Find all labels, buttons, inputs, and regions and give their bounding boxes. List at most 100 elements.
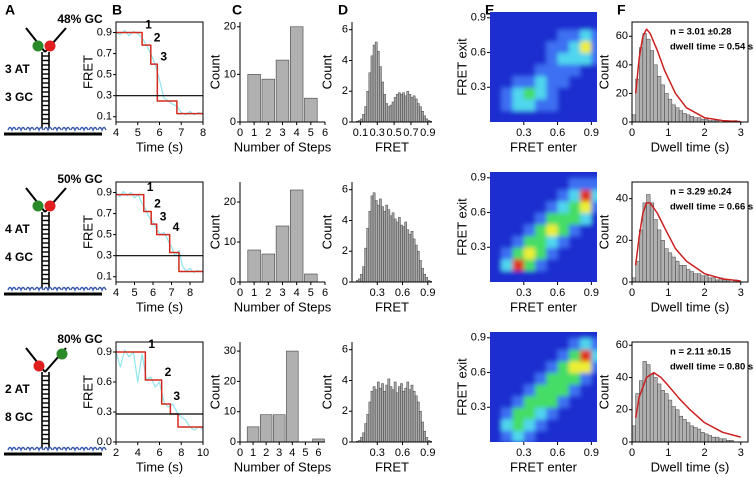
heatmap-cell: [568, 235, 581, 248]
y-tick-label: 0.9: [471, 12, 486, 24]
heatmap-cell: [501, 29, 514, 42]
heatmap-cell: [501, 189, 514, 202]
heatmap-cell: [546, 189, 559, 202]
x-tick-label: 8: [178, 447, 184, 459]
heatmap-cell: [546, 172, 559, 179]
histogram-bar: [387, 378, 391, 442]
histogram-bar: [414, 244, 418, 282]
y-axis-label: Count: [596, 374, 611, 409]
histogram-bar: [642, 202, 647, 282]
axes-frame: [631, 21, 749, 123]
heatmap-cell: [591, 52, 597, 65]
heatmap-cell: [501, 247, 514, 260]
heatmap-cell: [512, 17, 525, 30]
histogram-bar: [660, 390, 665, 442]
heatmap-cell: [591, 64, 597, 77]
heatmap-cell: [490, 247, 502, 260]
heatmap-cell: [535, 418, 547, 431]
histogram-bar: [372, 44, 376, 122]
step-label: 1: [145, 18, 152, 32]
x-tick-label: 1: [251, 287, 257, 299]
heatmap-cell: [580, 172, 592, 179]
dye-green: [32, 200, 44, 212]
heatmap-cell: [568, 110, 581, 122]
x-tick-label: 0.5: [386, 127, 401, 139]
histogram-bar: [379, 66, 382, 122]
histogram-bar: [385, 384, 389, 442]
heatmap-cell: [523, 247, 536, 260]
heatmap-cell: [557, 98, 570, 111]
y-tick-label: 10: [224, 68, 236, 80]
at-pairs: 3 AT: [5, 62, 30, 76]
heatmap-cell: [501, 200, 514, 214]
step-label: 3: [160, 49, 167, 63]
x-tick-label: 5: [302, 447, 308, 459]
heatmap-cell: [523, 17, 536, 30]
y-tick-label: 0.6: [97, 376, 112, 388]
step-label: 2: [154, 30, 161, 44]
heatmap-cell: [523, 98, 536, 111]
heatmap-cell: [568, 212, 581, 225]
plot-area: [246, 350, 325, 442]
y-tick-label: 20: [616, 404, 628, 416]
y-axis-label: Count: [596, 54, 611, 89]
x-axis-label: FRET enter: [510, 139, 578, 154]
heatmap-cell: [512, 349, 525, 362]
surface-protein: [34, 126, 44, 132]
histogram-bar: [649, 374, 654, 442]
surface-protein: [16, 446, 26, 452]
panel-label: A: [5, 2, 15, 18]
heatmap-cell: [535, 40, 547, 54]
x-tick-label: 0: [237, 287, 243, 299]
y-tick-label: 2: [342, 245, 348, 257]
step-label: 3: [160, 209, 167, 223]
plot-area: [247, 189, 318, 282]
heatmap-cell: [501, 40, 514, 54]
x-tick-label: 0.9: [584, 287, 599, 299]
histogram-bar: [682, 419, 687, 442]
histogram-bar: [395, 392, 399, 442]
heatmap-cell: [490, 12, 502, 19]
heatmap-cell: [523, 360, 536, 374]
x-tick-label: 5: [135, 127, 141, 139]
heatmap-cell: [490, 384, 502, 397]
heatmap-cell: [591, 29, 597, 42]
heatmap-cell: [568, 224, 581, 237]
y-tick-label: 30: [224, 345, 236, 357]
y-tick-label: 2: [342, 405, 348, 417]
histogram-bar: [421, 267, 424, 282]
histogram-bar: [632, 277, 636, 282]
y-tick-label: 20: [224, 21, 236, 33]
histogram-bar: [657, 76, 662, 122]
x-tick-label: 4: [289, 447, 295, 459]
y-tick-label: 20: [616, 234, 628, 246]
y-tick-label: 0.7: [97, 47, 112, 59]
histogram-bar: [408, 389, 412, 442]
plot-area: [116, 29, 203, 116]
x-tick-label: 3: [276, 447, 282, 459]
y-tick-label: 0.1: [97, 271, 112, 283]
histogram-bar: [387, 106, 391, 122]
histogram-bar: [402, 390, 405, 442]
heatmap-cell: [568, 407, 581, 420]
dye-green: [56, 348, 68, 360]
histogram-bar: [678, 110, 683, 122]
y-axis-label: FRET exit: [454, 38, 469, 96]
heatmap-cell: [580, 29, 592, 42]
heatmap-cell: [535, 17, 547, 30]
y-tick-label: 0.3: [97, 406, 112, 418]
heatmap-cell: [490, 110, 502, 122]
heatmap-cell: [580, 360, 592, 374]
fret-trace: [116, 29, 203, 116]
heatmap-cell: [580, 200, 592, 214]
x-tick-label: 0: [629, 447, 635, 459]
heatmap-cell: [523, 12, 536, 19]
heatmap-cell: [580, 418, 592, 431]
x-tick-label: 2: [263, 447, 269, 459]
heatmap-cell: [535, 395, 547, 408]
y-tick-label: 0.9: [97, 186, 112, 198]
heatmap-cell: [535, 64, 547, 77]
heatmap-cell: [546, 98, 559, 111]
heatmap-cell: [501, 224, 514, 237]
heatmap-cell: [546, 64, 559, 77]
